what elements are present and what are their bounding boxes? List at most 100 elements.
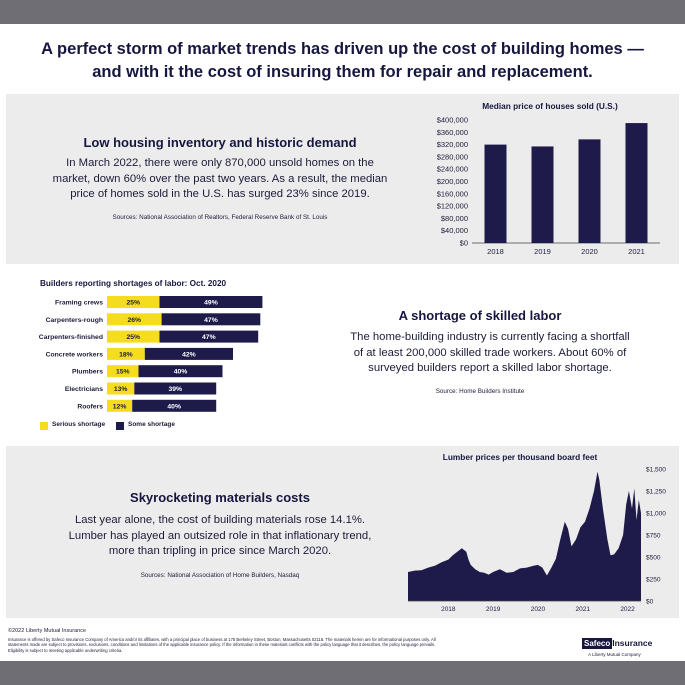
housing-section-body: In March 2022, there were only 870,000 u… [20, 156, 420, 203]
category-label: Concrete workers [46, 351, 104, 358]
materials-body-line-2: Lumber has played an outsized role in th… [68, 529, 372, 542]
some-value-label: 42% [182, 351, 196, 358]
y-tick-label: $280,000 [437, 152, 468, 161]
legend-swatch-some [116, 422, 124, 430]
serious-value-label: 15% [116, 369, 130, 376]
bar-some-shortage [138, 365, 223, 378]
x-tick-label: 2019 [486, 606, 501, 613]
y-tick-label: $0 [460, 239, 468, 248]
serious-value-label: 18% [119, 351, 133, 358]
x-tick-label: 2020 [581, 247, 598, 256]
serious-value-label: 25% [126, 300, 140, 307]
labor-shortage-chart: Framing crews 25% 49% Carpenters-rough 26% 47… [39, 296, 263, 412]
y-tick-label: $1,000 [646, 511, 666, 518]
serious-value-label: 13% [114, 386, 128, 393]
labor-body-line-2: of at least 200,000 skilled trade worker… [353, 346, 627, 359]
logo-word: Insurance [612, 638, 653, 648]
bar-serious-shortage [107, 313, 162, 326]
some-value-label: 49% [204, 300, 218, 307]
y-tick-label: $500 [646, 555, 661, 562]
headline: A perfect storm of market trends has dri… [20, 38, 665, 84]
x-tick-label: 2022 [620, 606, 635, 613]
category-label: Carpenters-rough [46, 317, 103, 324]
bar-2021 [625, 123, 648, 243]
y-tick-label: $250 [646, 577, 661, 584]
x-tick-label: 2021 [576, 606, 591, 613]
housing-section-title: Low housing inventory and historic deman… [83, 135, 357, 150]
materials-body-line-1: Last year alone, the cost of building ma… [74, 514, 366, 526]
top-bar [0, 0, 685, 24]
bar-serious-shortage [107, 347, 145, 360]
category-label: Carpenters-finished [39, 334, 103, 341]
bar-some-shortage [159, 330, 259, 343]
median-price-chart-title: Median price of houses sold (U.S.) [482, 101, 618, 111]
some-value-label: 47% [204, 317, 218, 324]
y-tick-label: $80,000 [441, 214, 468, 223]
x-tick-label: 2018 [441, 606, 456, 613]
lumber-price-area [408, 471, 641, 601]
safeco-logo: Safeco Insurance A Liberty Mutual Company [582, 633, 674, 657]
median-price-chart: $0 $40,000 $80,000 $120,000 $160,000 $200,000… [437, 116, 660, 256]
materials-body-line-3: more than tripling in price since March … [108, 545, 332, 557]
y-tick-label: $200,000 [437, 177, 468, 186]
bar-serious-shortage [107, 365, 139, 378]
labor-body-line-1: The home-building industry is currently … [350, 331, 630, 343]
x-tick-label: 2021 [628, 247, 645, 256]
category-label: Electricians [65, 386, 103, 393]
y-tick-label: $120,000 [437, 202, 468, 211]
materials-section-title: Skyrocketing materials costs [130, 490, 310, 505]
bar-some-shortage [161, 313, 261, 326]
y-tick-label: $0 [646, 599, 654, 606]
category-label: Framing crews [55, 300, 103, 307]
category-label: Plumbers [72, 369, 103, 376]
housing-section-band [6, 94, 679, 264]
y-tick-label: $320,000 [437, 140, 468, 149]
headline-line-1: A perfect storm of market trends has dri… [41, 40, 644, 58]
labor-section-body: The home-building industry is currently … [300, 330, 680, 377]
bar-2019 [531, 146, 554, 243]
labor-chart-title: Builders reporting shortages of labor: O… [40, 279, 227, 288]
y-tick-label: $160,000 [437, 189, 468, 198]
category-label: Roofers [77, 403, 103, 410]
serious-value-label: 12% [113, 403, 127, 410]
materials-section-body: Last year alone, the cost of building ma… [20, 513, 420, 560]
lumber-chart-title: Lumber prices per thousand board feet [442, 452, 598, 462]
y-tick-label: $1,250 [646, 489, 666, 496]
labor-sources: Source: Home Builders Institute [435, 388, 525, 395]
housing-body-line-1: In March 2022, there were only 870,000 u… [66, 157, 374, 169]
bottom-bar [0, 661, 685, 685]
x-tick-label: 2020 [531, 606, 546, 613]
logo-subtitle: A Liberty Mutual Company [588, 652, 641, 657]
logo-brand: Safeco [582, 638, 613, 649]
serious-value-label: 26% [127, 317, 141, 324]
some-value-label: 47% [202, 334, 216, 341]
bar-2020 [578, 139, 601, 243]
bar-some-shortage [144, 347, 233, 360]
labor-legend: Serious shortage Some shortage [40, 421, 260, 431]
bar-some-shortage [134, 382, 217, 395]
x-tick-label: 2018 [487, 247, 504, 256]
y-tick-label: $240,000 [437, 165, 468, 174]
housing-body-line-2: market, down 60% over the past two years… [52, 172, 388, 185]
y-tick-label: $360,000 [437, 128, 468, 137]
labor-section-title: A shortage of skilled labor [398, 308, 562, 323]
materials-sources: Sources: National Association of Home Bu… [140, 572, 300, 579]
y-tick-label: $400,000 [437, 116, 468, 125]
y-tick-label: $1,500 [646, 467, 666, 474]
y-tick-label: $40,000 [441, 226, 468, 235]
some-value-label: 40% [174, 369, 188, 376]
bar-serious-shortage [107, 399, 133, 412]
copyright: ©2022 Liberty Mutual Insurance [8, 628, 87, 634]
x-tick-label: 2019 [534, 247, 551, 256]
bar-serious-shortage [107, 382, 135, 395]
labor-body-line-3: surveyed builders report a skilled labor… [368, 362, 612, 374]
lumber-price-chart: $0 $250 $500 $750 $1,000 $1,250 $1,500 2018 2019… [408, 467, 666, 613]
some-value-label: 40% [167, 403, 181, 410]
legend-swatch-serious [40, 422, 48, 430]
legend-label-serious: Serious shortage [52, 421, 106, 428]
bar-some-shortage [132, 399, 217, 412]
housing-body-line-3: price of homes sold in the U.S. has surg… [70, 188, 370, 200]
bar-serious-shortage [107, 296, 160, 308]
bar-serious-shortage [107, 330, 160, 343]
serious-value-label: 25% [126, 334, 140, 341]
